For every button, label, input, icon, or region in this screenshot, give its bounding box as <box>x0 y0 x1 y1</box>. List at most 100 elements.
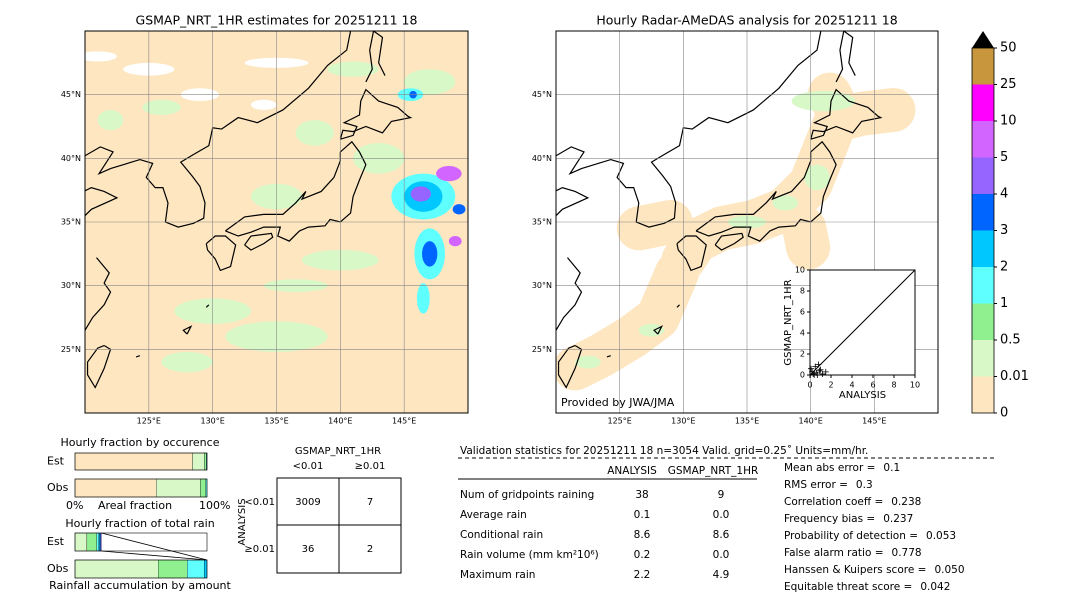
row-label: Est <box>47 455 65 468</box>
row-title: ANALYSIS <box>237 498 248 545</box>
map-area <box>85 31 468 413</box>
point <box>812 363 819 370</box>
rain-area <box>791 90 856 112</box>
rain-area <box>404 69 456 95</box>
score: Probability of detection = 0.053 <box>784 530 956 542</box>
stat-label: Num of gridpoints raining <box>460 489 594 501</box>
table-cell: 7 <box>367 497 373 508</box>
rain-area <box>422 241 438 267</box>
y-tick-label: 45°N <box>61 90 81 99</box>
row-label: Obs <box>47 562 69 575</box>
score-label: Hanssen & Kuipers score = <box>784 564 926 576</box>
coastline <box>85 257 112 332</box>
coastline <box>339 88 413 140</box>
colorbar-segment <box>972 48 994 85</box>
y-tick-label: 4 <box>800 329 805 338</box>
fraction-segment <box>200 478 206 498</box>
point <box>819 370 826 377</box>
x-tick-label: 140°E <box>328 417 352 426</box>
x-tick-label: 130°E <box>671 417 695 426</box>
fraction-segment <box>86 532 97 552</box>
stat-label: Maximum rain <box>460 569 535 581</box>
colorbar-label: 1 <box>1000 296 1008 311</box>
row-label: ≥0.01 <box>244 544 275 555</box>
y-tick-label: 10 <box>795 266 805 275</box>
x-tick-label: 4 <box>849 381 854 390</box>
y-tick-label: 30°N <box>532 281 552 290</box>
score-label: RMS error = <box>784 479 848 491</box>
x-axis-label: ANALYSIS <box>839 390 886 401</box>
score-label: False alarm ratio = <box>784 547 884 559</box>
y-tick-label: 8 <box>800 287 805 296</box>
colorbar-label: 0.01 <box>1000 369 1029 384</box>
colorbar-segment <box>972 157 994 194</box>
fraction-segment <box>96 532 99 552</box>
fraction-title: Hourly fraction by occurence <box>61 436 220 449</box>
stat-label: Rain volume (mm km²10⁶) <box>460 549 599 561</box>
stat-value: 2.2 <box>634 569 651 581</box>
row-frame <box>74 478 208 498</box>
score-value: 0.238 <box>891 496 921 508</box>
fraction-segment <box>74 559 159 579</box>
coastline <box>556 186 590 217</box>
map-frame <box>555 30 939 414</box>
x-tick-label: 0 <box>807 381 812 390</box>
stat-label: Average rain <box>460 509 527 521</box>
colorbar-extend <box>972 31 994 48</box>
fraction-segment <box>187 559 205 579</box>
coastline <box>557 344 583 389</box>
point <box>810 370 817 377</box>
column-title: GSMAP_NRT_1HR <box>295 446 381 457</box>
colorbar-segment <box>972 376 994 413</box>
credit: Provided by JWA/JMA <box>561 396 675 409</box>
coastline <box>244 232 274 251</box>
x-tick-label: 135°E <box>735 417 759 426</box>
coastline <box>676 235 707 272</box>
y-tick-label: 25°N <box>61 345 81 354</box>
colorbar-label: 3 <box>1000 223 1008 238</box>
colorbar-segment <box>972 194 994 231</box>
map-title: Hourly Radar-AMeDAS analysis for 2025121… <box>596 13 897 28</box>
coastline <box>695 140 837 242</box>
colorbar-label: 0 <box>1000 406 1008 421</box>
x-tick-label: 145°E <box>392 417 416 426</box>
stats-header: Validation statistics for 20251211 18 n=… <box>460 445 868 457</box>
column-label: ≥0.01 <box>355 461 386 472</box>
fraction-segment <box>74 452 193 471</box>
stat-value: 0.1 <box>634 509 651 521</box>
stat-value: 0.0 <box>713 509 730 521</box>
colorbar-label: 5 <box>1000 150 1008 165</box>
stat-value: 0.2 <box>634 549 651 561</box>
row-frame <box>74 559 208 579</box>
x-tick-label: 10 <box>910 381 920 390</box>
missing-area <box>250 99 277 110</box>
coastline <box>205 304 210 308</box>
point <box>814 372 821 378</box>
score-value: 0.1 <box>883 462 900 474</box>
point <box>815 361 822 368</box>
score-value: 0.053 <box>926 530 956 542</box>
missing-area <box>85 51 117 62</box>
coastline <box>606 355 611 358</box>
x-tick-label: 145°E <box>862 417 886 426</box>
stat-value: 4.9 <box>713 569 730 581</box>
x-tick-label: 2 <box>828 381 833 390</box>
x-axis-label: Rainfall accumulation by amount <box>49 579 231 592</box>
x-axis-label: Areal fraction <box>98 499 172 512</box>
coastline <box>182 325 193 335</box>
stat-value: 0.0 <box>713 549 730 561</box>
score-value: 0.237 <box>883 513 913 525</box>
colorbar-segment <box>972 121 994 158</box>
y-axis-label: GSMAP_NRT_1HR <box>783 279 794 365</box>
rain-area <box>575 355 601 369</box>
y-tick-label: 30°N <box>61 281 81 290</box>
x-tick-label: 140°E <box>799 417 823 426</box>
x-tick-label: 130°E <box>201 417 225 426</box>
rain-area <box>448 236 462 247</box>
colorbar-segment <box>972 84 994 121</box>
colorbar-label: 4 <box>1000 187 1008 202</box>
score-label: Equitable threat score = <box>784 581 912 593</box>
column-label: <0.01 <box>293 461 324 472</box>
score: RMS error = 0.3 <box>784 479 873 491</box>
table-cell: 3009 <box>295 497 320 508</box>
